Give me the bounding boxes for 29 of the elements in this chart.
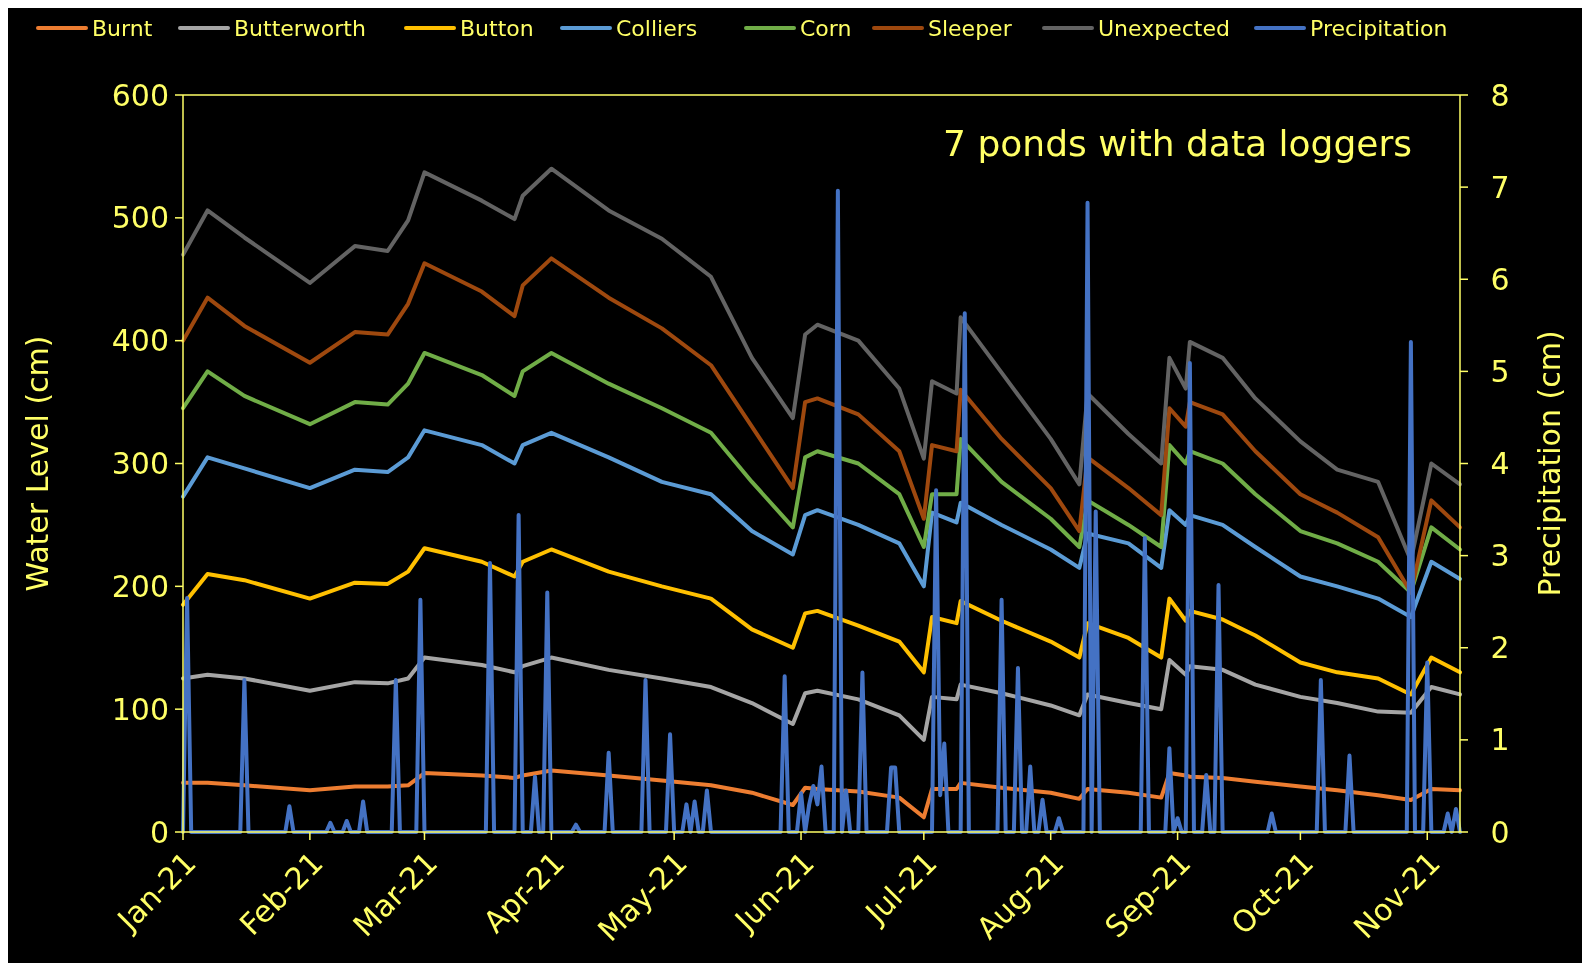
y2-tick-label: 1: [1490, 722, 1510, 758]
y2-tick-label: 5: [1490, 353, 1510, 389]
legend-label: Corn: [800, 15, 852, 41]
y2-tick-label: 7: [1490, 169, 1510, 205]
y-axis-title: Water Level (cm): [20, 335, 55, 592]
y2-tick-label: 6: [1490, 261, 1510, 297]
legend-label: Button: [460, 15, 534, 41]
y2-tick-label: 0: [1490, 814, 1510, 850]
y2-tick-label: 4: [1490, 446, 1510, 481]
y2-axis-title: Precipitation (cm): [1532, 330, 1567, 597]
legend-label: Colliers: [616, 15, 698, 41]
y-tick-label: 200: [111, 568, 169, 604]
y-tick-label: 100: [111, 691, 169, 727]
y2-tick-label: 3: [1490, 538, 1510, 574]
annotation: 7 ponds with data loggers: [943, 122, 1412, 164]
y-tick-label: 300: [111, 446, 169, 481]
legend-label: Butterworth: [234, 15, 366, 41]
y2-tick-label: 8: [1490, 77, 1510, 113]
y-tick-label: 0: [149, 814, 169, 850]
y-tick-label: 400: [111, 323, 169, 359]
legend-label: Sleeper: [928, 15, 1013, 41]
y-tick-label: 500: [111, 200, 169, 236]
legend-label: Burnt: [92, 15, 153, 41]
y-tick-label: 600: [111, 77, 169, 113]
line-series: [181, 428, 1462, 620]
y2-tick-label: 2: [1490, 630, 1510, 666]
line-series: [181, 546, 1462, 697]
legend-label: Unexpected: [1098, 15, 1230, 41]
legend-label: Precipitation: [1310, 15, 1448, 41]
